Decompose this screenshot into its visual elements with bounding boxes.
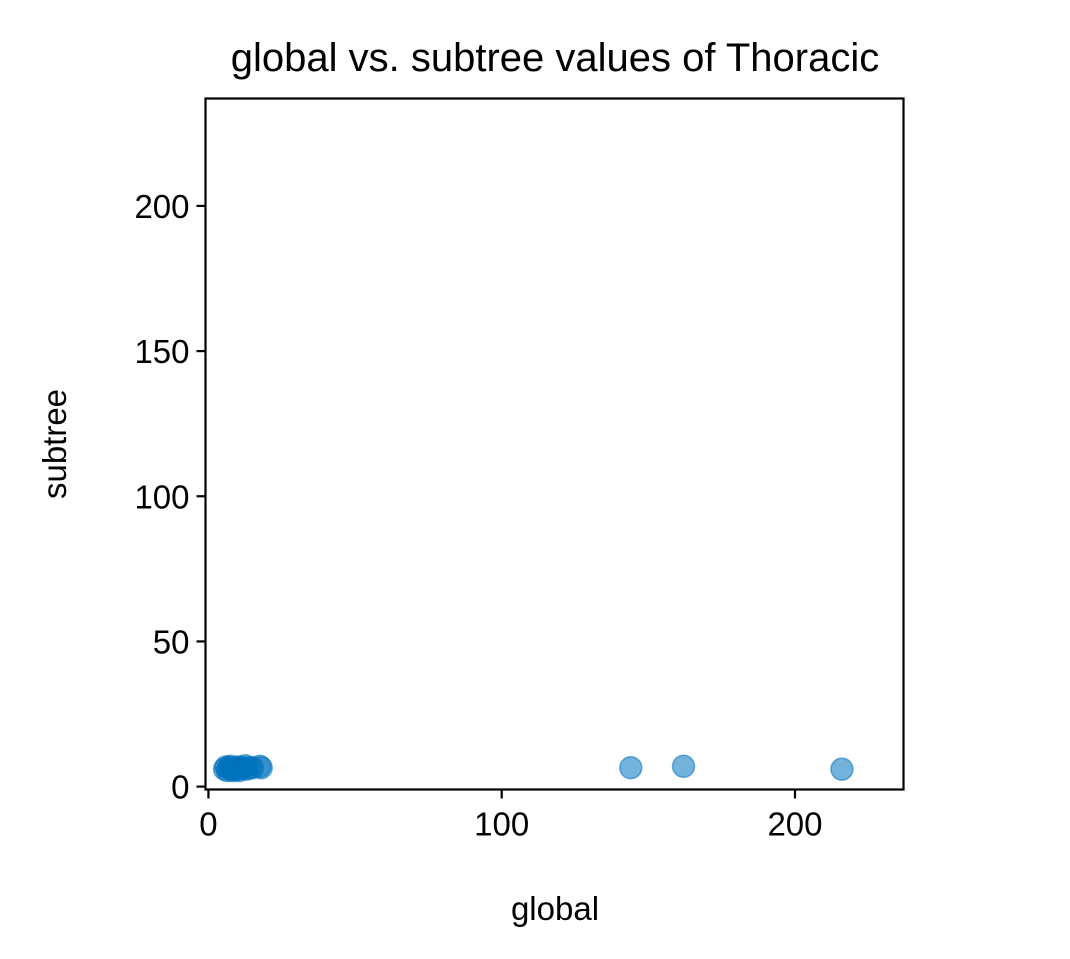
data-point (830, 757, 854, 781)
plot-frame (204, 97, 905, 791)
y-tick-label: 50 (153, 623, 190, 660)
x-axis-label: global (511, 890, 599, 927)
x-tick-label: 100 (474, 806, 529, 843)
data-point (671, 754, 696, 779)
data-points (212, 753, 854, 783)
y-tick-label: 0 (171, 769, 189, 806)
x-tick-label: 200 (767, 806, 822, 843)
y-tick-label: 200 (134, 188, 189, 225)
y-axis-ticks: 0 50 100 150 200 (134, 188, 206, 806)
chart-title: global vs. subtree values of Thoracic (231, 36, 880, 80)
data-point (249, 755, 273, 780)
x-axis-ticks: 0 100 200 (199, 789, 823, 843)
y-tick-label: 150 (134, 333, 189, 370)
y-tick-label: 100 (134, 478, 189, 515)
data-point (619, 755, 643, 780)
y-axis-label: subtree (36, 389, 73, 499)
x-tick-label: 0 (199, 806, 217, 843)
